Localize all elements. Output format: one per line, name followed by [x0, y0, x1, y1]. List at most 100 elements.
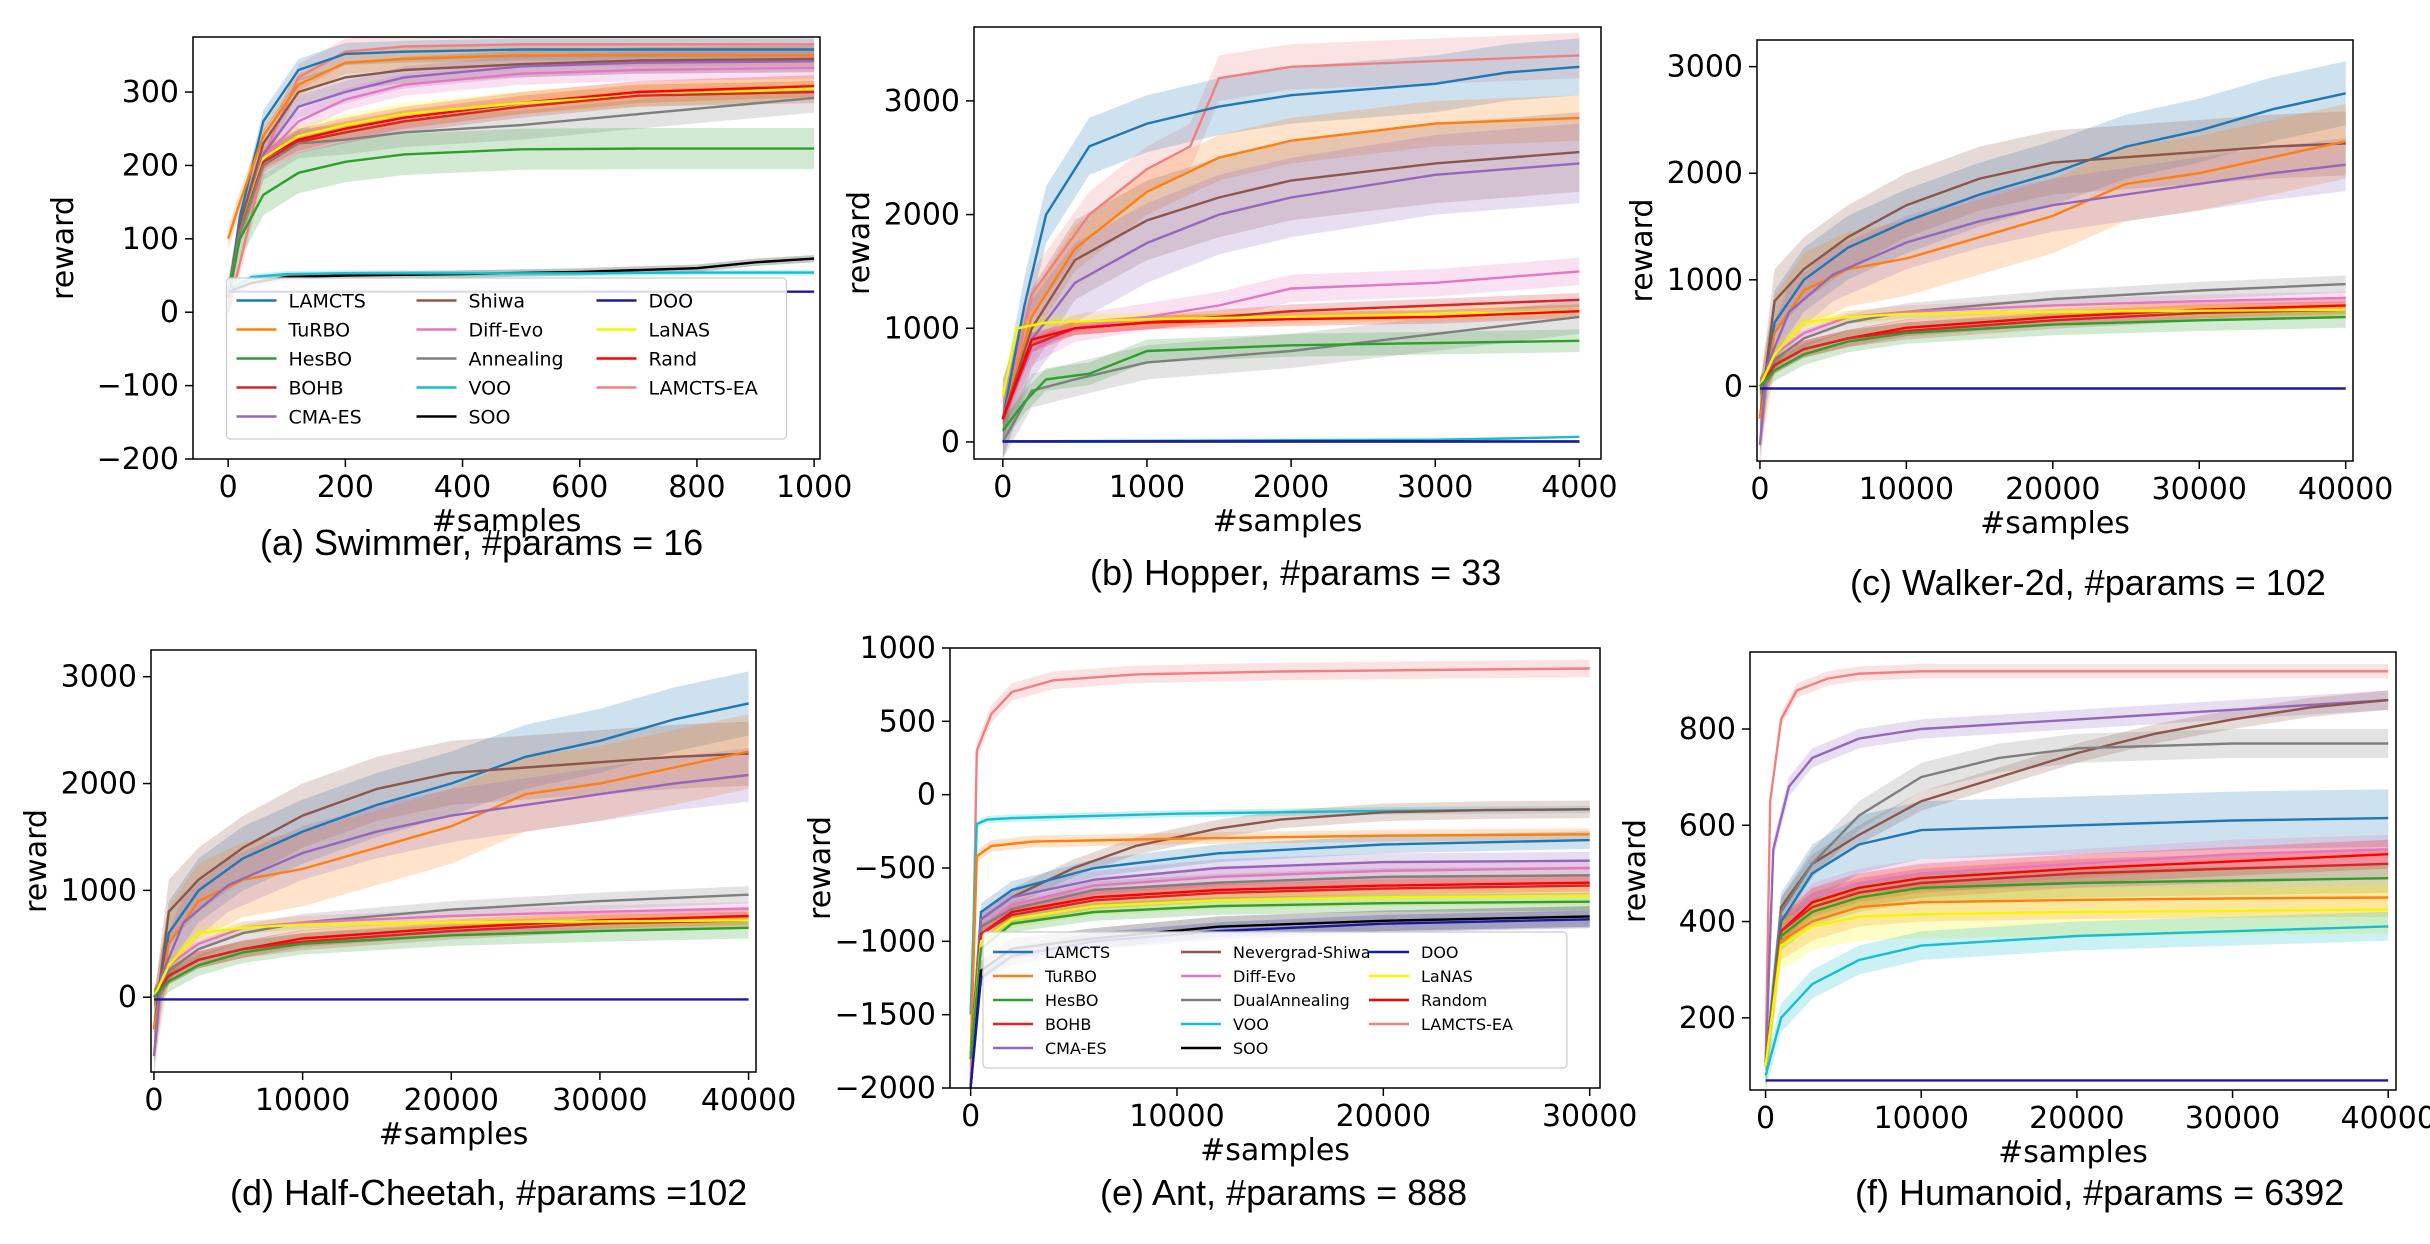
- x-tick-label: 10000: [1859, 472, 1954, 507]
- plot-area: [1001, 32, 1580, 459]
- legend-label: HesBO: [289, 348, 353, 370]
- legend-label: TuRBO: [1044, 967, 1097, 986]
- x-tick-label: 0: [219, 470, 238, 505]
- series-Annealing: [1001, 315, 1580, 443]
- y-tick-label: 600: [1679, 808, 1736, 843]
- series-CMA-ES: [969, 859, 1590, 1059]
- band-LAMCTS-EA: [1002, 32, 1580, 442]
- band-Shiwa: [1002, 112, 1580, 459]
- series-LaNAS: [1764, 908, 2389, 1067]
- y-tick-label: 200: [1679, 1001, 1736, 1036]
- legend-label: BOHB: [289, 377, 344, 399]
- y-tick-label: −500: [854, 851, 936, 886]
- legend-label: LAMCTS: [289, 290, 366, 312]
- x-tick-label: 0: [144, 1083, 163, 1118]
- series-BOHB: [969, 884, 1590, 1059]
- band-Diff-Evo: [1765, 834, 2389, 1081]
- series-TuRBO: [1764, 896, 2389, 1067]
- y-tick-label: 3000: [61, 660, 137, 695]
- band-LAMCTS: [154, 671, 749, 1062]
- y-tick-label: 0: [118, 980, 137, 1015]
- legend-label: VOO: [469, 377, 512, 399]
- panel-caption: (d) Half-Cheetah, #params =102: [230, 1172, 748, 1213]
- x-tick-label: 200: [317, 470, 374, 505]
- band-LaNAS: [228, 77, 815, 309]
- x-tick-label: 600: [551, 470, 608, 505]
- series-Annealing: [152, 893, 749, 998]
- x-tick-label: 30000: [2152, 472, 2247, 507]
- series-LaNAS: [969, 894, 1590, 1059]
- legend-label: LAMCTS-EA: [649, 377, 758, 399]
- band-CMA-ES: [1002, 123, 1580, 459]
- band-TuRBO: [1759, 103, 2346, 456]
- series-Diff-Evo: [1001, 270, 1580, 420]
- series-Annealing: [227, 96, 815, 298]
- plot-area: [227, 37, 815, 326]
- band-VOO: [1765, 911, 2389, 1090]
- x-tick-label: 800: [668, 470, 725, 505]
- series-CMA-ES: [1758, 163, 2346, 446]
- y-tick-label: 2000: [61, 767, 137, 802]
- y-axis-label: reward: [19, 809, 54, 913]
- band-HesBO: [1765, 863, 2389, 1081]
- series-Annealing: [969, 874, 1590, 1059]
- series-HesBO: [1764, 877, 2389, 1067]
- band-TuRBO: [228, 44, 815, 250]
- series-HesBO: [227, 147, 815, 298]
- y-axis-label: reward: [46, 196, 81, 300]
- band-BOHB: [154, 911, 749, 1006]
- panel-caption: (f) Humanoid, #params = 6392: [1855, 1172, 2345, 1213]
- x-axis-label: #samples: [379, 1117, 529, 1152]
- band-Annealing: [154, 886, 749, 1006]
- series-LaNAS: [1001, 310, 1580, 397]
- series-LAMCTS: [969, 838, 1590, 1059]
- legend-label: Annealing: [469, 348, 564, 370]
- band-Annealing: [228, 83, 815, 313]
- series-BOHB: [153, 919, 749, 998]
- band-LAMCTS: [1002, 38, 1580, 448]
- legend-label: Diff-Evo: [1233, 967, 1296, 986]
- series-Annealing: [1758, 282, 2346, 387]
- band-Diff-Evo: [154, 902, 749, 1004]
- band-BOHB: [1759, 301, 2346, 395]
- legend-label: TuRBO: [288, 319, 351, 341]
- legend-label: DOO: [649, 290, 694, 312]
- legend-label: LaNAS: [1421, 967, 1473, 986]
- band-Rand: [1002, 304, 1580, 426]
- x-tick-label: 2000: [1253, 470, 1329, 505]
- series-LAMCTS-EA: [969, 667, 1590, 1088]
- legend-label: VOO: [1233, 1015, 1269, 1034]
- series-CMA-ES: [1001, 162, 1580, 420]
- plot-area: [1764, 664, 2389, 1090]
- band-TuRBO: [1002, 95, 1580, 442]
- series-LAMCTS: [227, 48, 815, 298]
- series-LaNAS: [1758, 308, 2346, 387]
- series-TuRBO: [152, 750, 749, 1030]
- plot-area: [1758, 61, 2346, 461]
- legend-label: HesBO: [1045, 991, 1099, 1010]
- band-SOO: [228, 255, 815, 296]
- x-tick-label: 0: [993, 470, 1012, 505]
- y-tick-label: −2000: [835, 1071, 936, 1106]
- y-tick-label: 500: [879, 704, 936, 739]
- band-Rand: [1759, 296, 2346, 395]
- legend-label: Random: [1421, 991, 1487, 1010]
- series-CMA-ES: [152, 773, 749, 1057]
- band-BOHB: [228, 81, 815, 309]
- y-tick-label: 0: [941, 425, 960, 460]
- band-LAMCTS: [1759, 61, 2346, 451]
- legend-label: LAMCTS-EA: [1421, 1015, 1513, 1034]
- x-tick-label: 20000: [1336, 1099, 1431, 1134]
- band-BOHB: [1002, 293, 1580, 426]
- legend: LAMCTS TuRBO HesBO BOHB CMA-ES Nevergrad-Shiw…: [982, 931, 1568, 1069]
- x-tick-label: 40000: [2298, 472, 2393, 507]
- x-axis-label: #samples: [1998, 1135, 2148, 1170]
- y-tick-label: 1000: [1667, 263, 1743, 298]
- series-LaNAS: [152, 919, 749, 998]
- series-LAMCTS: [1758, 92, 2346, 419]
- series-VOO: [1764, 925, 2389, 1076]
- series-LAMCTS: [1764, 816, 2389, 1067]
